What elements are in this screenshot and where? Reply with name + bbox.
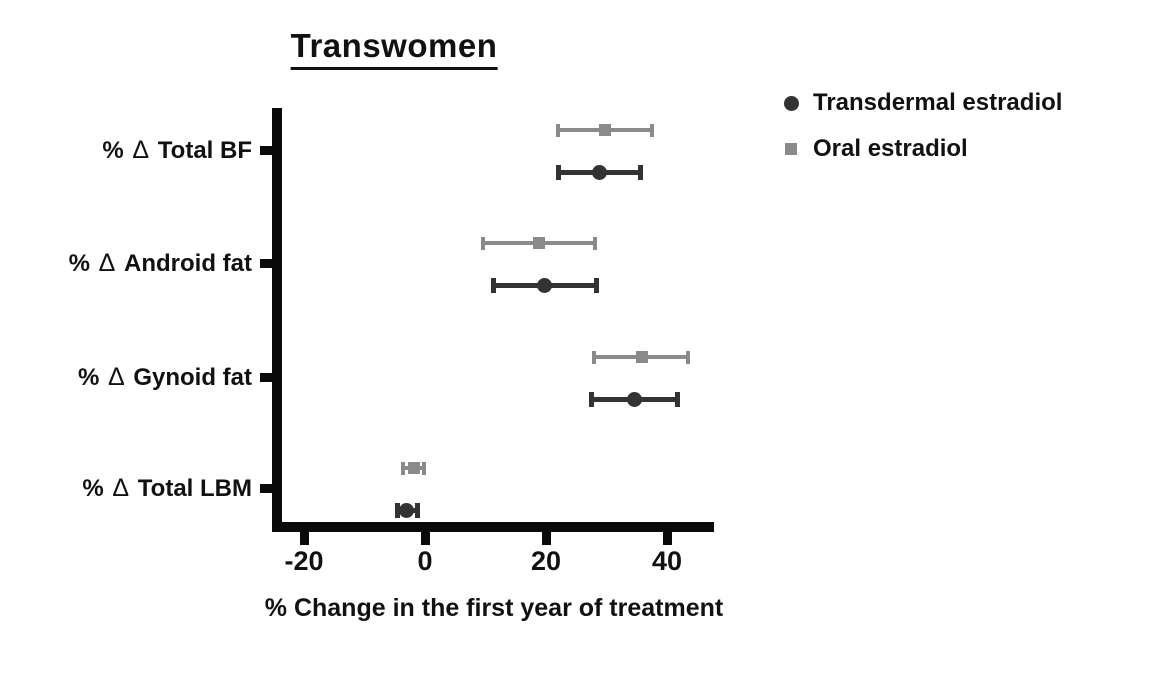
y-tick <box>260 258 272 268</box>
marker-square <box>636 351 649 363</box>
y-axis-line <box>272 108 282 532</box>
chart-title: Transwomen <box>290 27 498 70</box>
x-axis-label: % Change in the first year of treatment <box>264 594 724 622</box>
category-label: % Δ Gynoid fat <box>77 363 252 391</box>
x-tick <box>662 531 672 545</box>
category-label: % Δ Total BF <box>102 136 252 164</box>
marker-square <box>599 124 612 136</box>
legend-label: Transdermal estradiol <box>813 89 1063 116</box>
category-label: % Δ Total LBM <box>82 474 252 502</box>
error-bar-cap-right <box>593 236 597 250</box>
marker-circle <box>591 164 607 180</box>
error-bar-cap-right <box>415 502 421 518</box>
legend: Transdermal estradiol Oral estradiol <box>781 88 1062 164</box>
y-tick <box>260 145 272 155</box>
x-tick <box>541 531 551 545</box>
error-bar-cap-right <box>649 123 654 137</box>
error-bar-cap-left <box>481 236 486 250</box>
x-tick-label: 20 <box>530 546 562 576</box>
error-bar-cap-right <box>421 461 426 475</box>
error-bar-cap-right <box>674 391 680 407</box>
legend-item-transdermal: Transdermal estradiol <box>781 88 1062 118</box>
x-tick <box>299 531 309 545</box>
legend-item-oral: Oral estradiol <box>781 134 1062 164</box>
y-tick <box>260 372 272 382</box>
x-tick-label: 0 <box>417 546 433 576</box>
error-bar-cap-left <box>401 461 406 475</box>
x-tick <box>420 531 430 545</box>
error-bar-cap-right <box>594 277 600 293</box>
legend-label: Oral estradiol <box>813 135 968 162</box>
legend-square-swatch <box>785 143 797 155</box>
circle-marker-icon <box>781 95 801 111</box>
marker-circle <box>537 277 553 293</box>
error-bar-cap-right <box>638 164 644 180</box>
legend-circle-swatch <box>783 95 799 111</box>
error-bar-cap-left <box>491 277 497 293</box>
x-axis-line <box>272 522 714 532</box>
y-tick <box>260 483 272 493</box>
error-bar-cap-left <box>589 391 595 407</box>
error-bar-cap-left <box>591 350 596 364</box>
marker-square <box>408 462 421 474</box>
marker-square <box>532 237 545 249</box>
x-tick-label: -20 <box>284 546 324 576</box>
marker-circle <box>627 391 643 407</box>
error-bar-cap-left <box>556 123 561 137</box>
error-bar-cap-left <box>394 502 400 518</box>
marker-circle <box>399 502 415 518</box>
error-bar-cap-left <box>555 164 561 180</box>
square-marker-icon <box>781 143 801 155</box>
error-bar-cap-right <box>686 350 691 364</box>
x-tick-label: 40 <box>651 546 683 576</box>
category-label: % Δ Android fat <box>68 249 252 277</box>
